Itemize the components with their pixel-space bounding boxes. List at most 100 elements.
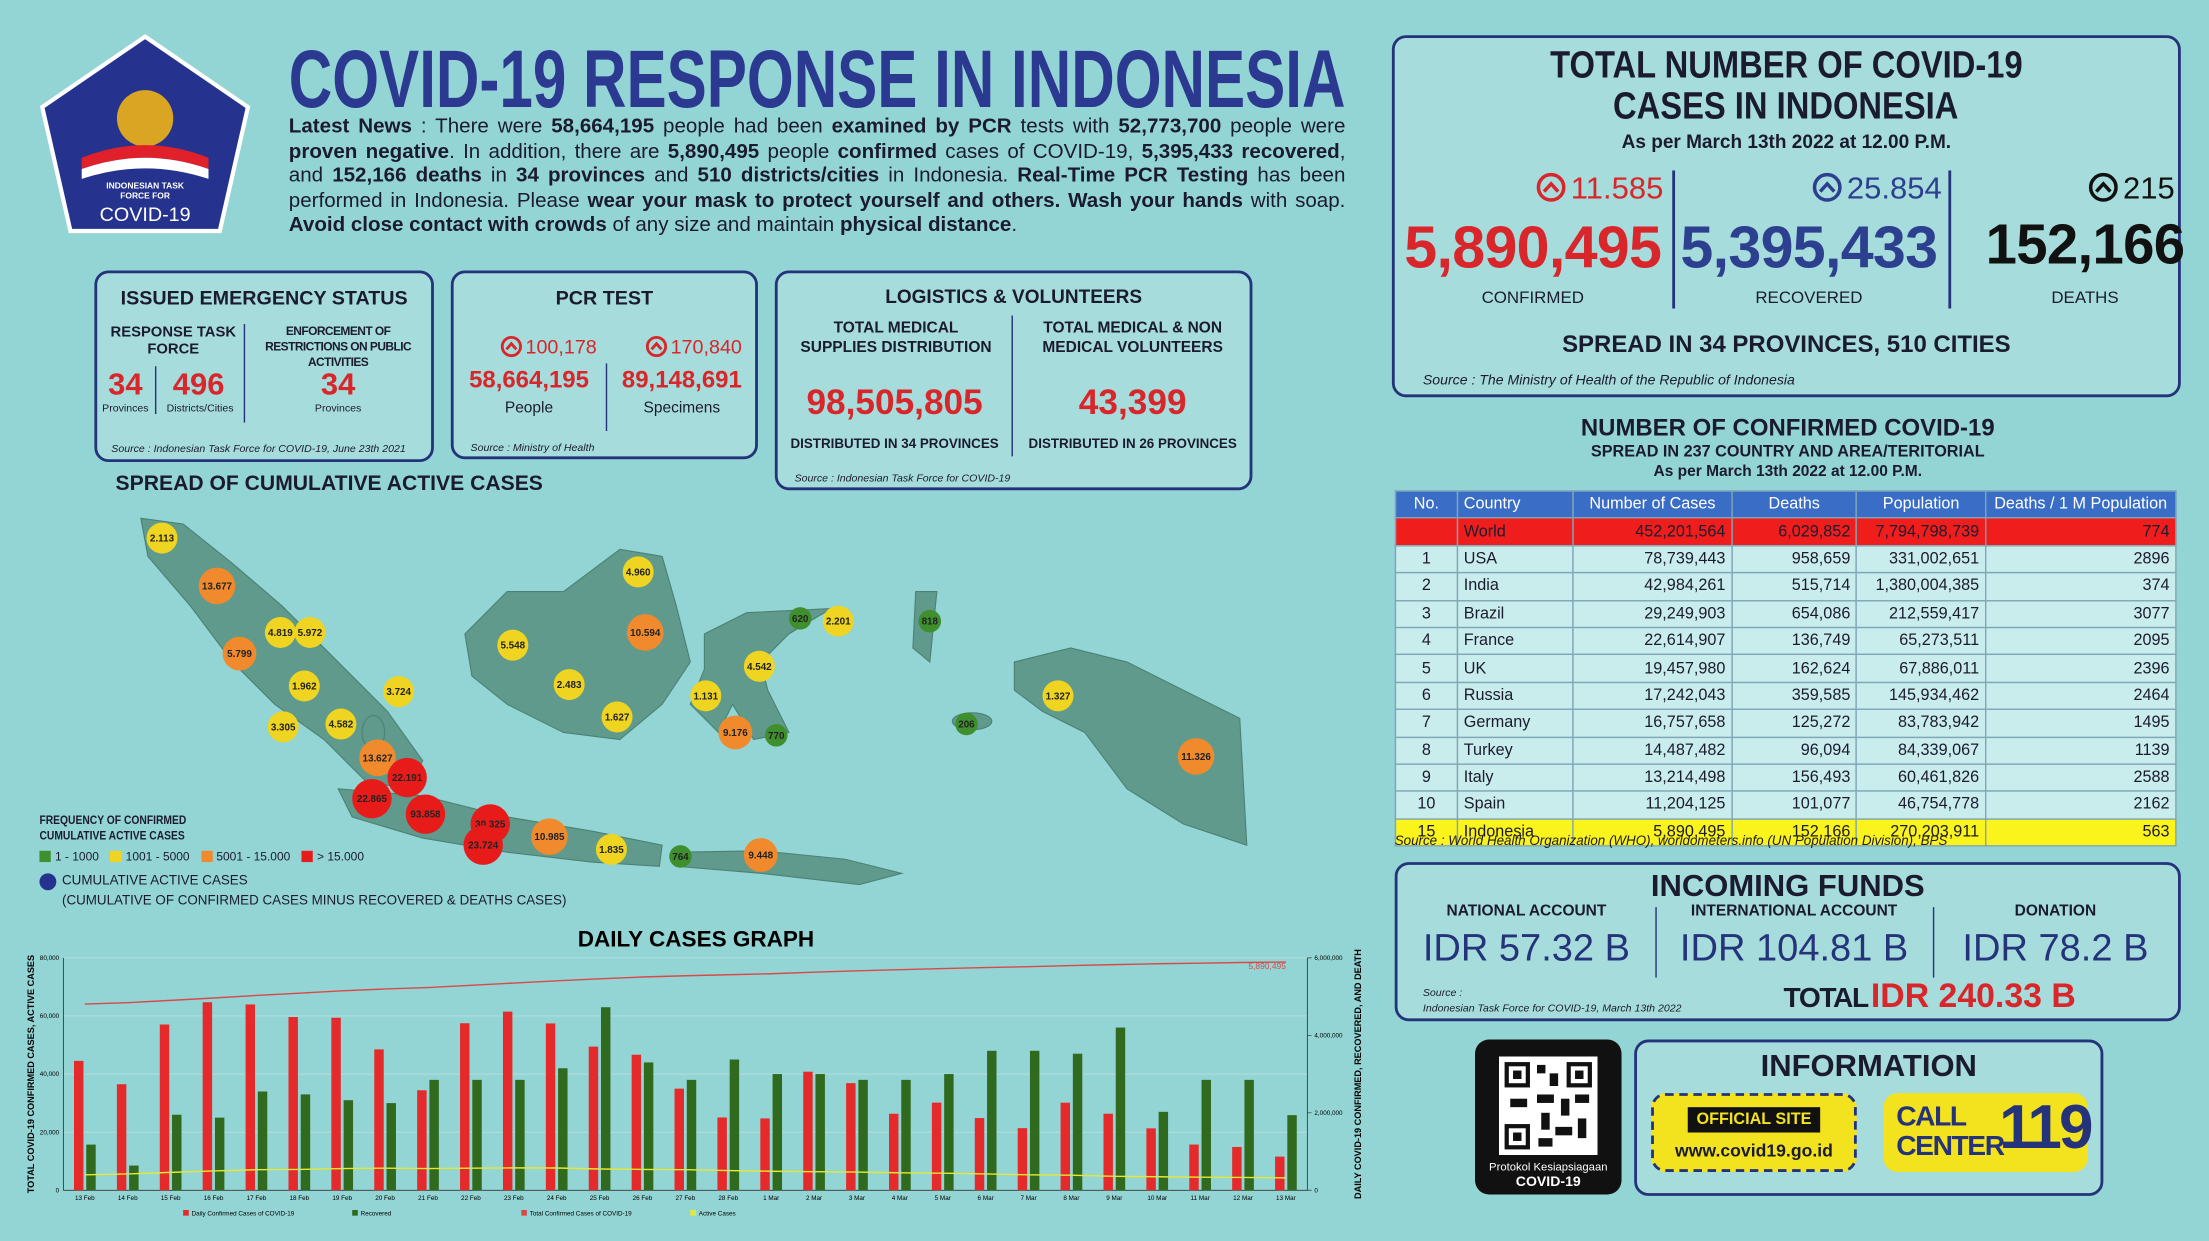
heading: ENFORCEMENT OF RESTRICTIONS ON PUBLIC AC…: [265, 323, 412, 370]
icon-arrow: [1818, 181, 1836, 193]
bar: [1287, 1115, 1297, 1191]
table-row: 2 India 42,984,261 515,714 1,380,004,385 374: [1394, 572, 2177, 601]
total-title: CASES IN INDONESIA: [1395, 85, 2178, 129]
legend-swatch: [352, 1209, 358, 1216]
x-tick-label: 22 Feb: [461, 1195, 481, 1202]
table-row: World 452,201,564 6,029,852 7,794,798,739 77…: [1394, 517, 2177, 547]
call-text: CALL: [1896, 1101, 1967, 1133]
map-bubble: [690, 680, 722, 712]
section-title: SPREAD OF CUMULATIVE ACTIVE CASES: [115, 471, 543, 496]
y2-tick-label: 4,000,000: [1314, 1032, 1343, 1039]
bar: [515, 1079, 525, 1191]
legend-label: 5001 - 15.000: [216, 849, 291, 864]
table-row: 6 Russia 17,242,043 359,585 145,934,462 2464: [1394, 681, 2177, 711]
bar: [472, 1079, 482, 1191]
table-cell: Brazil: [1456, 599, 1574, 629]
island: [464, 548, 691, 741]
bar: [858, 1079, 868, 1191]
stat-label: People: [504, 400, 554, 417]
x-tick-label: 7 Mar: [1020, 1195, 1036, 1202]
bar: [1146, 1128, 1156, 1191]
total-label: CONFIRMED: [1481, 287, 1584, 308]
news-text: : There were: [411, 115, 552, 139]
logo-text: INDONESIAN TASK: [106, 181, 185, 191]
map-legend: 1 - 1000 1001 - 5000 5001 - 15.000 > 15.000: [39, 849, 364, 863]
legend-swatch: [39, 850, 51, 863]
legend-note: (CUMULATIVE OF CONFIRMED CASES MINUS REC…: [61, 893, 567, 909]
bar: [931, 1102, 942, 1191]
call-box[interactable]: CALL CENTER 119: [1883, 1093, 2093, 1172]
table-cell: Italy: [1456, 763, 1574, 793]
source: Source : Indonesian Task Force for COVID…: [111, 442, 406, 455]
logistics-box: LOGISTICS & VOLUNTEERS TOTAL MEDICAL SUP…: [774, 270, 1253, 491]
legend-title-2: CUMULATIVE ACTIVE CASES: [39, 828, 185, 843]
funds-title: INCOMING FUNDS: [1650, 867, 1925, 903]
table-cell: 125,272: [1731, 708, 1858, 738]
map-bubble: [822, 605, 854, 637]
table-cell: 6,029,852: [1731, 517, 1858, 547]
total-label: TOTAL: [1783, 983, 1870, 1015]
x-tick-label: 20 Feb: [375, 1195, 395, 1202]
stat: 98,505,805: [806, 383, 983, 423]
table-cell: 8: [1394, 736, 1459, 765]
total-number: 152,166: [1985, 214, 2185, 277]
table-cell: 452,201,564: [1572, 517, 1733, 547]
table-cell: 2: [1394, 572, 1459, 601]
table-cell: 152,166: [1731, 817, 1858, 847]
map-bubble: [531, 818, 568, 856]
y-tick-label: 0: [56, 1187, 60, 1194]
source: Indonesian Task Force for COVID-19, Marc…: [1422, 1001, 1682, 1015]
map-bubble: [288, 670, 320, 702]
bar: [815, 1074, 825, 1191]
news: Latest News : There were 58,664,195 peop…: [289, 116, 1346, 240]
bar: [772, 1074, 783, 1191]
bar: [674, 1088, 684, 1191]
up-icon: [2088, 172, 2118, 202]
table-cell: 15: [1394, 817, 1459, 847]
bar: [86, 1144, 96, 1191]
bar: [1244, 1079, 1254, 1191]
bar: [686, 1079, 697, 1191]
table-cell: 46,754,778: [1855, 790, 1987, 820]
box-title: PCR TEST: [555, 285, 654, 309]
map-bubble: [198, 567, 236, 605]
bar: [643, 1062, 654, 1191]
map-bubble: [222, 636, 257, 671]
bubble-label: 4.582: [329, 720, 354, 731]
bubble-label: 93.858: [410, 810, 441, 821]
bar: [202, 1002, 213, 1191]
heading: TOTAL MEDICAL & NON MEDICAL VOLUNTEERS: [1042, 319, 1223, 357]
table-cell: 156,493: [1731, 763, 1858, 793]
header-cell: No.: [1394, 490, 1459, 519]
table-cell: 84,339,067: [1855, 736, 1987, 765]
site-label: OFFICIAL SITE: [1687, 1107, 1821, 1133]
legend-swatch: [690, 1209, 696, 1216]
table-cell: Turkey: [1456, 736, 1574, 765]
x-tick-label: 9 Mar: [1106, 1195, 1122, 1202]
table-cell: 212,559,417: [1855, 599, 1987, 629]
note: DISTRIBUTED IN 34 PROVINCES: [790, 436, 999, 453]
x-tick-label: 14 Feb: [118, 1195, 138, 1202]
bubble-label: 818: [922, 617, 939, 628]
table-row: 8 Turkey 14,487,482 96,094 84,339,067 1139: [1394, 736, 2177, 765]
bar: [631, 1054, 642, 1191]
up-icon: [645, 335, 668, 358]
table-cell: 145,934,462: [1855, 681, 1987, 711]
bubble-label: 11.326: [1181, 752, 1211, 763]
news-text: 34 provinces: [516, 165, 646, 188]
x-tick-label: 21 Feb: [418, 1195, 438, 1202]
news-text: Latest News: [288, 115, 412, 139]
bar: [300, 1094, 311, 1191]
bar: [1060, 1102, 1071, 1191]
bar: [600, 1007, 611, 1191]
bubble-label: 10.594: [630, 628, 661, 639]
x-tick-label: 23 Feb: [504, 1195, 524, 1202]
site-box[interactable]: OFFICIAL SITE www.covid19.go.id: [1651, 1093, 1857, 1172]
total-box: TOTAL NUMBER OF COVID-19 CASES IN INDONE…: [1391, 35, 2185, 398]
bubble-label: 3.724: [386, 687, 411, 698]
table-cell: 563: [1984, 817, 2177, 847]
account-label: DONATION: [2014, 902, 2097, 920]
bar: [129, 1165, 139, 1191]
table-cell: 83,783,942: [1855, 708, 1987, 738]
bar: [944, 1074, 954, 1191]
